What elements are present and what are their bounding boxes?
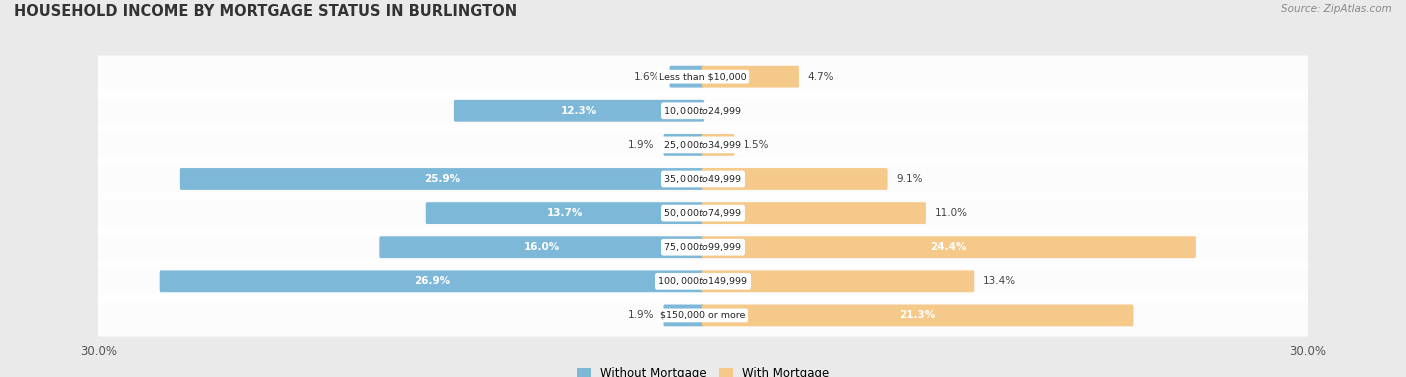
FancyBboxPatch shape <box>702 66 799 87</box>
Text: 1.9%: 1.9% <box>628 140 655 150</box>
FancyBboxPatch shape <box>426 202 704 224</box>
FancyBboxPatch shape <box>86 260 1320 302</box>
Text: 12.3%: 12.3% <box>561 106 598 116</box>
Text: $10,000 to $24,999: $10,000 to $24,999 <box>664 105 742 117</box>
Text: 13.4%: 13.4% <box>983 276 1017 286</box>
FancyBboxPatch shape <box>664 305 704 326</box>
FancyBboxPatch shape <box>454 100 704 122</box>
FancyBboxPatch shape <box>702 134 734 156</box>
FancyBboxPatch shape <box>702 270 974 292</box>
Text: $50,000 to $74,999: $50,000 to $74,999 <box>664 207 742 219</box>
Text: 1.5%: 1.5% <box>744 140 770 150</box>
Text: $35,000 to $49,999: $35,000 to $49,999 <box>664 173 742 185</box>
FancyBboxPatch shape <box>86 124 1320 166</box>
Text: $25,000 to $34,999: $25,000 to $34,999 <box>664 139 742 151</box>
FancyBboxPatch shape <box>702 168 887 190</box>
FancyBboxPatch shape <box>86 55 1320 98</box>
Text: $100,000 to $149,999: $100,000 to $149,999 <box>658 275 748 287</box>
Text: 24.4%: 24.4% <box>931 242 967 252</box>
FancyBboxPatch shape <box>380 236 704 258</box>
Text: Source: ZipAtlas.com: Source: ZipAtlas.com <box>1281 4 1392 14</box>
FancyBboxPatch shape <box>86 226 1320 268</box>
Text: 11.0%: 11.0% <box>935 208 967 218</box>
FancyBboxPatch shape <box>702 305 1133 326</box>
Text: 21.3%: 21.3% <box>900 310 936 320</box>
FancyBboxPatch shape <box>702 202 927 224</box>
FancyBboxPatch shape <box>180 168 704 190</box>
Text: 4.7%: 4.7% <box>808 72 834 82</box>
Text: 0.0%: 0.0% <box>713 106 740 116</box>
FancyBboxPatch shape <box>702 236 1197 258</box>
FancyBboxPatch shape <box>86 294 1320 337</box>
Legend: Without Mortgage, With Mortgage: Without Mortgage, With Mortgage <box>572 363 834 377</box>
Text: Less than $10,000: Less than $10,000 <box>659 72 747 81</box>
Text: 25.9%: 25.9% <box>425 174 460 184</box>
Text: 16.0%: 16.0% <box>523 242 560 252</box>
Text: 1.6%: 1.6% <box>634 72 661 82</box>
FancyBboxPatch shape <box>669 66 704 87</box>
FancyBboxPatch shape <box>86 192 1320 234</box>
Text: 9.1%: 9.1% <box>897 174 922 184</box>
Text: 1.9%: 1.9% <box>628 310 655 320</box>
Text: $150,000 or more: $150,000 or more <box>661 311 745 320</box>
FancyBboxPatch shape <box>86 158 1320 200</box>
Text: $75,000 to $99,999: $75,000 to $99,999 <box>664 241 742 253</box>
Text: HOUSEHOLD INCOME BY MORTGAGE STATUS IN BURLINGTON: HOUSEHOLD INCOME BY MORTGAGE STATUS IN B… <box>14 4 517 19</box>
FancyBboxPatch shape <box>160 270 704 292</box>
Text: 13.7%: 13.7% <box>547 208 583 218</box>
FancyBboxPatch shape <box>664 134 704 156</box>
FancyBboxPatch shape <box>86 90 1320 132</box>
Text: 26.9%: 26.9% <box>413 276 450 286</box>
